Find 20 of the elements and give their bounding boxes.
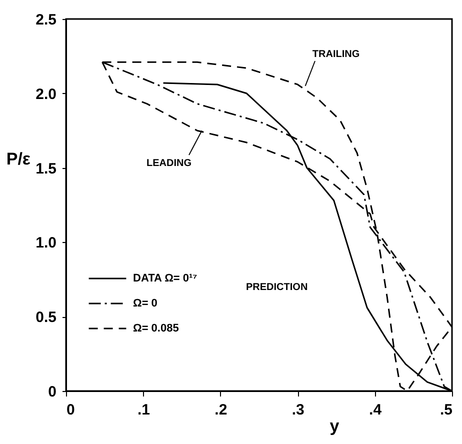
- x-axis-title: y: [330, 416, 340, 436]
- x-tick-label: .4: [369, 402, 382, 418]
- y-tick-label: 0.5: [36, 309, 56, 326]
- x-tick-label: 0: [66, 402, 75, 418]
- y-tick-label: 1.0: [36, 234, 56, 252]
- annotation: PREDICTION: [246, 282, 308, 293]
- annotation: LEADING: [146, 158, 192, 169]
- x-tick-label: .3: [292, 402, 304, 418]
- y-tick-label: 2.5: [36, 12, 56, 28]
- legend-label: Ω= 0.085: [133, 322, 179, 334]
- x-tick-label: .5: [440, 402, 452, 418]
- y-tick-label: 2.0: [36, 86, 56, 103]
- x-tick-label: .2: [214, 402, 228, 418]
- y-tick-label: 0: [48, 384, 56, 400]
- legend-label: DATA Ω= 0¹⁷: [133, 272, 198, 284]
- annotation: TRAILING: [312, 49, 360, 60]
- y-axis-title: P/ε: [6, 150, 30, 168]
- legend-label: Ω= 0: [133, 298, 158, 310]
- x-tick-label: .1: [137, 402, 150, 418]
- y-tick-label: 1.5: [36, 160, 56, 178]
